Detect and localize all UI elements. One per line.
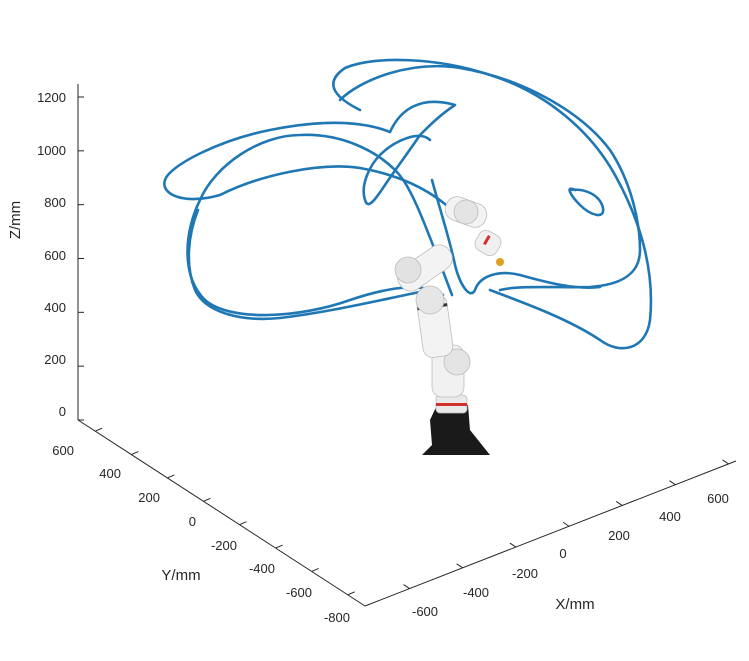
x-tick-mark	[669, 480, 676, 486]
trajectory-loop-small-right	[568, 187, 605, 217]
y-tick-mark	[311, 567, 319, 572]
z-tick-label: 400	[44, 300, 66, 315]
x-tick-label: 0	[559, 546, 566, 561]
y-tick-label: -600	[286, 585, 312, 600]
x-tick-mark	[562, 521, 570, 527]
trajectory-loop-right	[338, 64, 642, 292]
x-tick-mark	[722, 459, 729, 465]
robot-joint-5	[453, 199, 479, 225]
robot-arm-image	[394, 196, 504, 455]
x-tick-mark	[509, 542, 517, 548]
y-tick-label: -800	[324, 610, 350, 625]
z-tick-label: 600	[44, 248, 66, 263]
y-tick-mark	[203, 497, 211, 502]
z-tick-label: 200	[44, 352, 66, 367]
x-axis-label: X/mm	[555, 596, 594, 613]
z-tick-label: 1000	[37, 143, 66, 158]
x-tick-mark	[456, 563, 463, 569]
y-tick-mark	[275, 544, 283, 549]
z-axis-label: Z/mm	[7, 201, 24, 239]
robot-wrist	[474, 230, 502, 256]
x-tick-mark	[403, 584, 410, 590]
robot-base	[422, 405, 490, 455]
trajectory-crossing	[430, 178, 602, 295]
robot-joint-3	[415, 285, 445, 315]
y-tick-mark	[95, 427, 103, 432]
y-tick-labels: 600 400 200 0 -200 -400 -600 -800	[52, 443, 350, 625]
y-tick-label: -400	[249, 561, 275, 576]
y-tick-label: 200	[138, 490, 160, 505]
x-tick-label: 400	[659, 509, 681, 524]
y-tick-mark	[131, 451, 139, 456]
y-tick-mark	[167, 474, 175, 479]
y-tick-label: 600	[52, 443, 74, 458]
robot-red-ring	[436, 403, 467, 406]
trajectory-loop-inner-top	[362, 100, 457, 206]
y-tick-mark	[347, 591, 355, 596]
x-tick-labels: -600 -400 -200 0 200 400 600	[412, 491, 729, 619]
x-tick-label: -200	[512, 566, 538, 581]
trajectory-series	[163, 58, 653, 350]
robot-joint-2	[443, 348, 471, 376]
z-tick-label: 0	[59, 404, 66, 419]
z-tick-labels: 1200 1000 800 600 400 200 0	[37, 90, 66, 419]
y-tick-label: 0	[189, 514, 196, 529]
z-tick-label: 800	[44, 195, 66, 210]
x-tick-label: -400	[463, 585, 489, 600]
robot-joint-4	[394, 256, 422, 284]
trajectory-loop-top	[332, 58, 653, 350]
x-axis-line	[364, 460, 737, 607]
y-tick-label: -200	[211, 538, 237, 553]
tick-marks	[78, 96, 729, 596]
trajectory-lower-left	[187, 208, 422, 321]
y-axis-label: Y/mm	[161, 567, 200, 584]
x-tick-label: -600	[412, 604, 438, 619]
robot-wrist-band	[483, 234, 491, 246]
y-axis-line	[77, 419, 366, 607]
y-tick-mark	[239, 521, 247, 526]
x-tick-label: 600	[707, 491, 729, 506]
robot-tool-tip	[496, 258, 504, 266]
axes	[77, 84, 737, 607]
x-tick-label: 200	[608, 528, 630, 543]
x-tick-mark	[615, 501, 623, 506]
y-tick-label: 400	[99, 466, 121, 481]
z-tick-label: 1200	[37, 90, 66, 105]
